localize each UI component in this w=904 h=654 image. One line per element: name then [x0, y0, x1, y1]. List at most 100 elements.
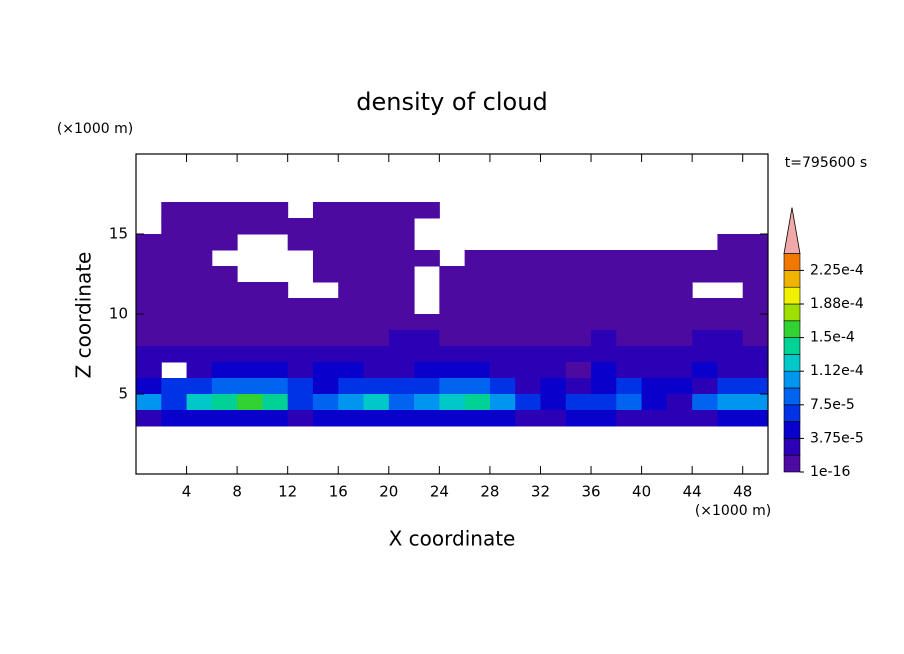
contour-cell	[489, 346, 516, 363]
contour-cell	[262, 282, 289, 299]
contour-cell	[161, 202, 188, 219]
contour-cell	[161, 314, 188, 331]
contour-cell	[692, 266, 718, 283]
contour-cell	[287, 362, 314, 379]
contour-cell	[338, 362, 365, 379]
contour-cell	[211, 394, 238, 411]
contour-cell	[489, 282, 516, 299]
contour-cell	[616, 298, 643, 315]
contour-cell	[388, 362, 415, 379]
contour-cell	[565, 266, 592, 283]
contour-cell	[742, 314, 769, 331]
contour-cell	[641, 298, 668, 315]
contour-cell	[338, 346, 365, 363]
contour-cell	[363, 218, 390, 235]
contour-cell	[565, 378, 592, 395]
contour-cell	[717, 250, 744, 267]
x-tick-label: 20	[379, 483, 398, 501]
contour-cell	[388, 266, 415, 283]
contour-cell	[464, 378, 491, 395]
contour-cell	[515, 362, 541, 379]
contour-cell	[211, 330, 238, 347]
y-axis-label: Z coordinate	[72, 252, 96, 379]
contour-cell	[540, 378, 567, 395]
contour-cell	[666, 314, 693, 331]
contour-cell	[237, 298, 263, 315]
contour-cell	[363, 250, 390, 267]
contour-cell	[515, 266, 541, 283]
contour-cell	[262, 346, 289, 363]
contour-cell	[312, 234, 339, 251]
x-tick-label: 12	[278, 483, 297, 501]
contour-cell	[211, 202, 238, 219]
contour-cell	[565, 362, 592, 379]
contour-cell	[540, 298, 567, 315]
contour-cell	[161, 378, 188, 395]
contour-cell	[464, 346, 491, 363]
contour-cell	[540, 330, 567, 347]
contour-cell	[211, 234, 238, 251]
contour-cell	[161, 298, 188, 315]
contour-cell	[312, 250, 339, 267]
contour-cell	[287, 330, 314, 347]
contour-cell	[287, 314, 314, 331]
contour-cell	[439, 346, 466, 363]
contour-cell	[312, 394, 339, 411]
contour-cell	[717, 298, 744, 315]
colorbar-tick-label: 1.88e-4	[810, 296, 864, 312]
contour-cell	[262, 330, 289, 347]
contour-cell	[641, 378, 668, 395]
contour-cell	[616, 362, 643, 379]
contour-cell	[464, 250, 491, 267]
y-tick-label: 15	[109, 225, 128, 243]
contour-cell	[363, 266, 390, 283]
y-unit-label: (×1000 m)	[57, 121, 133, 137]
contour-cell	[338, 330, 365, 347]
contour-cell	[211, 218, 238, 235]
contour-cell	[186, 218, 213, 235]
contour-cell	[717, 266, 744, 283]
contour-cell	[388, 394, 415, 411]
contour-cell	[692, 410, 718, 427]
contour-cell	[439, 298, 466, 315]
contour-cell	[312, 362, 339, 379]
contour-cell	[161, 410, 188, 427]
contour-cell	[312, 314, 339, 331]
contour-cell	[540, 314, 567, 331]
contour-cell	[338, 410, 365, 427]
colorbar-band	[783, 270, 801, 288]
contour-cell	[565, 250, 592, 267]
contour-cell	[186, 378, 213, 395]
contour-cell	[414, 362, 440, 379]
contour-cell	[717, 330, 744, 347]
contour-cell	[565, 298, 592, 315]
contour-cell	[338, 394, 365, 411]
contour-cell	[489, 394, 516, 411]
contour-cell	[262, 314, 289, 331]
contour-cell	[136, 346, 162, 363]
contour-cell	[161, 250, 188, 267]
chart-title: density of cloud	[356, 88, 547, 116]
contour-cell	[515, 410, 541, 427]
contour-cell	[338, 282, 365, 299]
contour-cell	[388, 330, 415, 347]
contour-cell	[388, 314, 415, 331]
contour-cell	[717, 346, 744, 363]
contour-cell	[540, 346, 567, 363]
contour-cell	[262, 410, 289, 427]
colorbar-band	[783, 421, 801, 439]
x-tick-label: 40	[632, 483, 651, 501]
contour-cell	[312, 410, 339, 427]
contour-cell	[287, 234, 314, 251]
contour-cell	[591, 362, 617, 379]
contour-cell	[591, 394, 617, 411]
contour-cell	[565, 346, 592, 363]
contour-cell	[338, 378, 365, 395]
contour-cell	[742, 330, 769, 347]
contour-cell	[338, 202, 365, 219]
contour-cell	[591, 298, 617, 315]
contour-cell	[692, 362, 718, 379]
contour-cell	[641, 266, 668, 283]
contour-cell	[262, 378, 289, 395]
